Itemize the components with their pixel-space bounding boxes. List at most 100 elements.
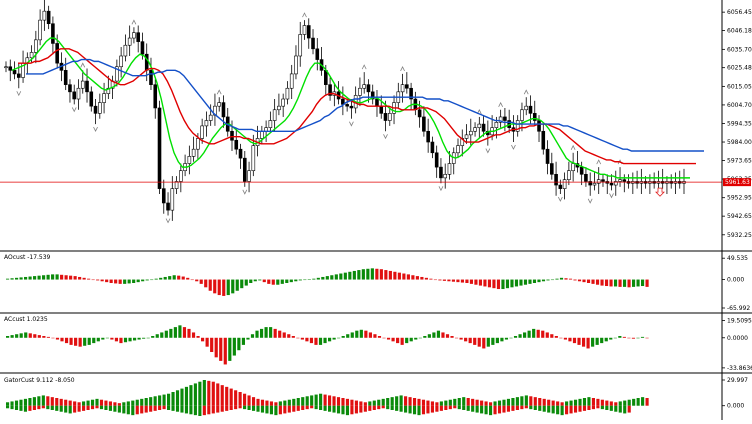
histogram-bar [532, 328, 536, 338]
histogram-bar-lower [466, 405, 470, 411]
histogram-bar [527, 330, 531, 338]
histogram-bar [283, 400, 287, 406]
histogram-bar-lower [260, 405, 265, 413]
histogram-bar-lower [573, 405, 578, 413]
candle-body [89, 91, 94, 107]
price-tick-label: 5984.00 [727, 139, 752, 146]
histogram-bar [123, 279, 127, 284]
candle-body [191, 148, 196, 157]
histogram-bar-lower [64, 405, 68, 413]
histogram-bar [136, 279, 140, 283]
histogram-bar-lower [565, 405, 569, 415]
histogram-bar [41, 395, 45, 406]
candle-body [119, 55, 123, 68]
candle-body [204, 120, 209, 127]
histogram-bar [316, 277, 320, 280]
histogram-bar [259, 328, 264, 338]
histogram-bar-lower [46, 405, 50, 410]
histogram-bar [307, 279, 311, 280]
candle-body [34, 39, 38, 53]
ac-indicator-pane[interactable]: 19.5095 0.0000 -33.8636 [6, 317, 752, 372]
histogram-bar [24, 276, 28, 280]
candle-body [345, 104, 349, 107]
histogram-bar-lower [569, 405, 573, 414]
candle-body [375, 98, 379, 107]
histogram-bar [415, 276, 419, 280]
histogram-bar [86, 400, 90, 406]
histogram-bar [520, 396, 524, 406]
candle-body [503, 116, 507, 121]
candle-body [179, 170, 183, 182]
candle-body [520, 109, 524, 121]
histogram-bar [614, 402, 618, 406]
fractal-down-icon [609, 193, 614, 199]
histogram-bar [101, 337, 105, 340]
histogram-bar-lower [153, 405, 157, 411]
histogram-bar [391, 337, 395, 342]
histogram-bar-lower [82, 405, 86, 411]
histogram-bar [462, 397, 466, 406]
candle-body [8, 66, 13, 71]
indicator-tick-label: 49.535 [727, 255, 748, 262]
candle-body [383, 113, 388, 121]
histogram-bar [175, 390, 180, 406]
histogram-bar-lower [175, 405, 180, 412]
histogram-bar [375, 268, 379, 280]
histogram-bar [341, 398, 345, 406]
histogram-bar [96, 337, 100, 342]
candle-body [306, 25, 311, 39]
histogram-bar [509, 337, 513, 339]
histogram-bar [251, 397, 256, 406]
main-price-pane[interactable]: 6056.45 6046.18 6035.70 6025.48 6015.05 6004.… [0, 0, 752, 239]
histogram-bar [568, 278, 573, 280]
candle-body [174, 181, 179, 189]
histogram-bar-lower [140, 405, 144, 414]
histogram-bar [573, 399, 578, 406]
candle-body [289, 73, 294, 89]
candle-body [311, 37, 315, 50]
candle-body [443, 173, 448, 179]
histogram-bar [296, 398, 300, 406]
candle-body [324, 70, 328, 85]
histogram-bar-lower [162, 405, 166, 410]
histogram-bar [92, 337, 96, 344]
fractal-down-icon [383, 134, 388, 140]
gator-indicator-pane[interactable]: 29.997 0.000 [6, 377, 748, 416]
candle-body [200, 125, 204, 139]
histogram-bar [151, 336, 155, 338]
ac-pane-label: ACcust 1.0235 [4, 316, 48, 323]
histogram-bar-lower [180, 405, 184, 413]
histogram-bar [178, 325, 182, 338]
histogram-bar [587, 397, 591, 406]
histogram-bar [489, 402, 493, 406]
candle-body [434, 152, 439, 168]
histogram-bar [551, 400, 555, 406]
histogram-bar [255, 330, 259, 338]
histogram-bar [618, 279, 622, 287]
candle-body [285, 87, 290, 100]
histogram-bar [109, 279, 113, 283]
candle-body [571, 163, 575, 172]
candle-body [157, 107, 162, 189]
histogram-bar [6, 278, 10, 280]
histogram-bar-lower [283, 405, 287, 414]
histogram-bar [405, 337, 409, 344]
histogram-bar [83, 337, 87, 346]
histogram-bar [131, 400, 135, 406]
histogram-bar [547, 399, 551, 406]
histogram-bar-lower [171, 405, 175, 411]
histogram-bar-lower [511, 405, 515, 411]
histogram-bar [169, 328, 173, 338]
histogram-bar-lower [350, 405, 354, 415]
histogram-bar [404, 396, 408, 406]
ao-indicator-pane[interactable]: 49.535 0.000 -65.992 [6, 255, 750, 312]
histogram-bar-lower [524, 405, 528, 409]
histogram-bar [477, 337, 481, 347]
histogram-bar-lower [480, 405, 484, 414]
histogram-bar [232, 337, 236, 356]
fractal-up-icon [400, 66, 405, 72]
histogram-bar-lower [605, 405, 609, 410]
histogram-bar-lower [287, 405, 291, 413]
